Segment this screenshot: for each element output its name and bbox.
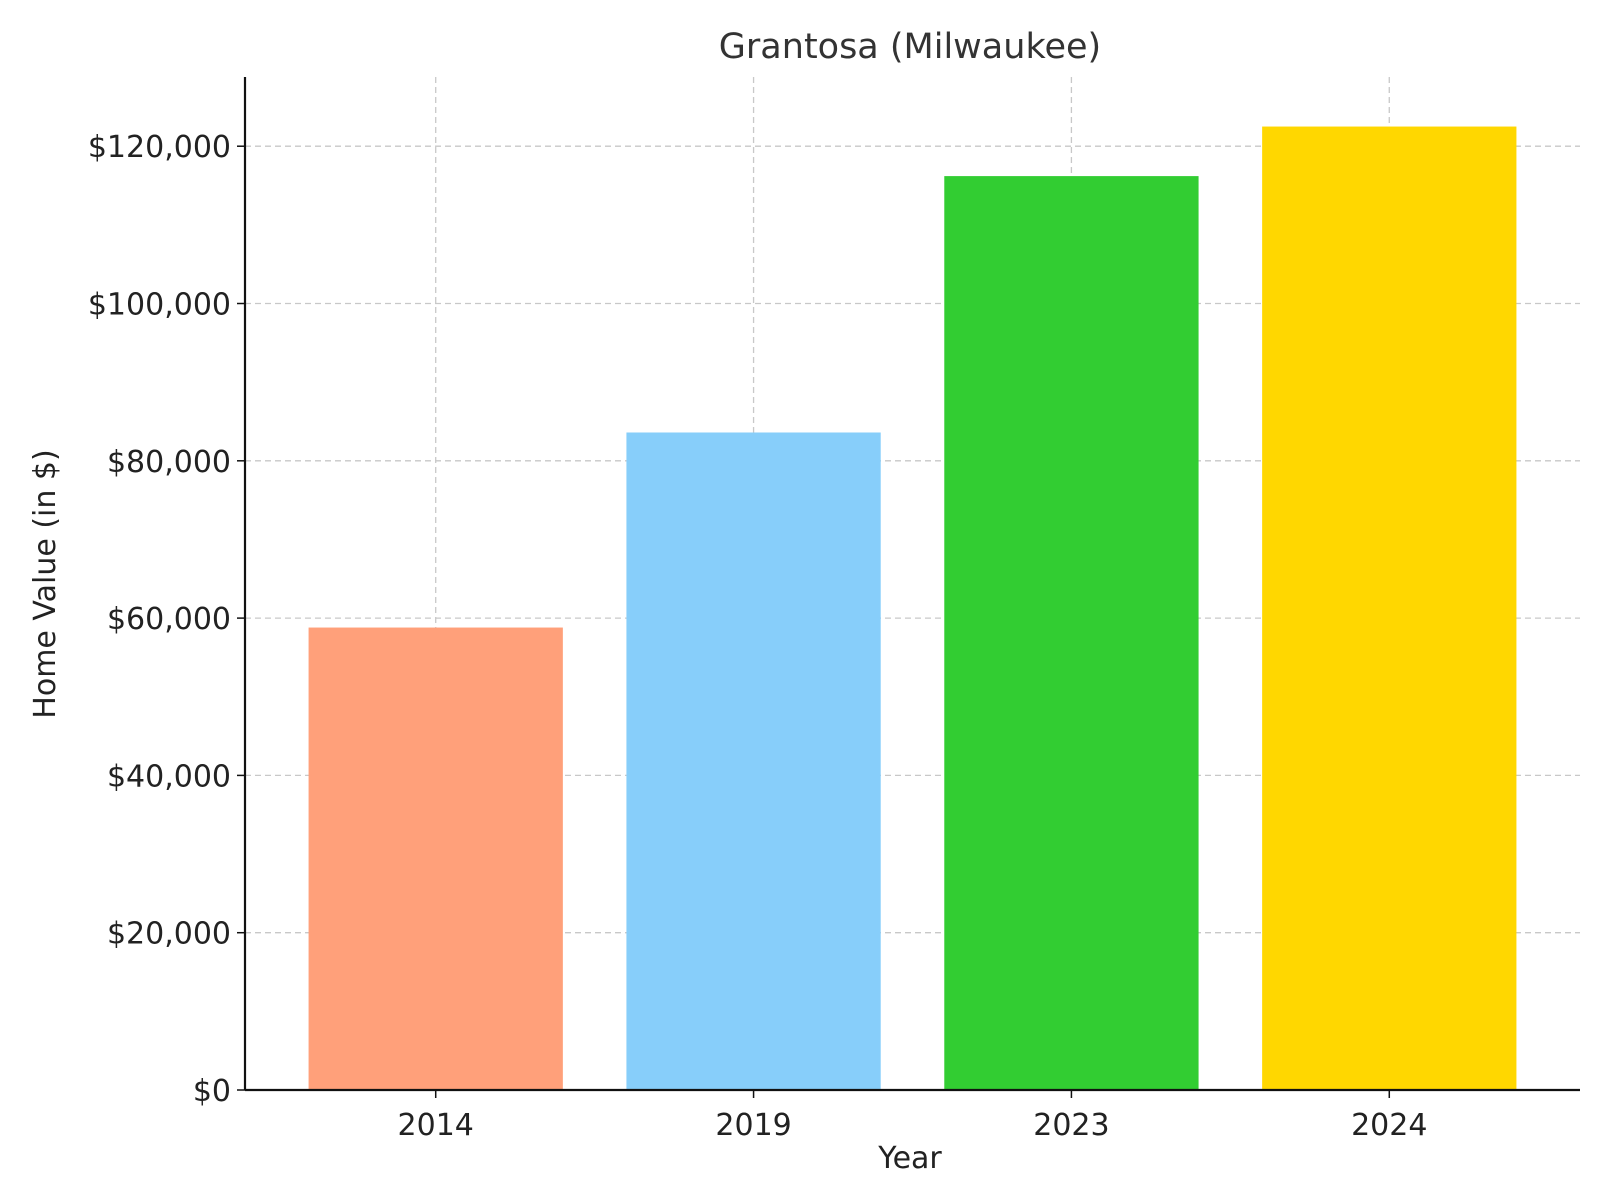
y-tick-label: $100,000 [88,288,231,323]
bar-2024 [1262,126,1517,1091]
y-tick-label: $120,000 [88,130,231,165]
y-tick-label: $80,000 [107,445,231,480]
y-tick-label: $40,000 [107,759,231,794]
x-axis-label: Year [877,1141,942,1176]
chart-title: Grantosa (Milwaukee) [719,27,1101,67]
x-tick-label: 2019 [715,1108,791,1143]
tick-labels: $0 $20,000 $40,000 $60,000 $80,000 $100,000 $1… [88,130,1428,1143]
bar-2019 [626,432,881,1090]
x-tick-label: 2024 [1351,1108,1427,1143]
x-tick-label: 2023 [1033,1108,1109,1143]
x-tick-label: 2014 [398,1108,474,1143]
bar-2014 [308,627,563,1090]
bar-2023 [944,176,1199,1090]
bars [308,126,1517,1091]
y-tick-label: $20,000 [107,917,231,952]
axes [237,77,1580,1098]
y-tick-label: $0 [193,1074,231,1109]
y-axis-label: Home Value (in $) [28,449,63,718]
y-tick-label: $60,000 [107,602,231,637]
